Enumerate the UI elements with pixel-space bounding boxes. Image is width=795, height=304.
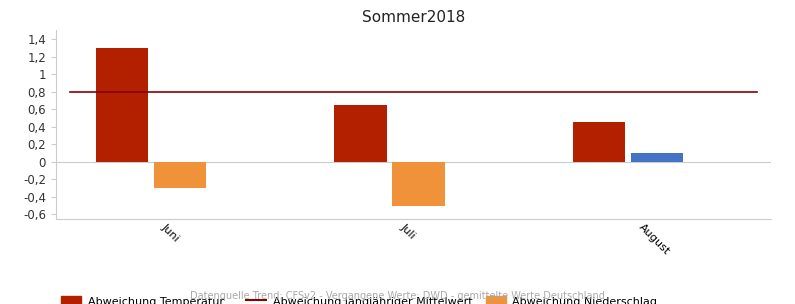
Title: Sommer2018: Sommer2018	[362, 10, 465, 25]
Bar	[335, 105, 387, 162]
Text: Juli: Juli	[398, 222, 417, 240]
Text: Datenquelle Trend: CFSv2 - Vergangene Werte: DWD - gemittelte Werte Deutschland: Datenquelle Trend: CFSv2 - Vergangene We…	[190, 291, 605, 301]
Bar	[573, 123, 626, 162]
Bar	[392, 162, 444, 206]
Bar	[630, 153, 683, 162]
Text: August: August	[637, 222, 672, 256]
Bar	[96, 48, 149, 162]
Text: Juni: Juni	[160, 222, 181, 243]
Bar	[153, 162, 206, 188]
Legend: Abweichung Temperatur, Abweichung Niederschlag, Abweichung langjähriger Mittelwe: Abweichung Temperatur, Abweichung Nieder…	[61, 296, 657, 304]
